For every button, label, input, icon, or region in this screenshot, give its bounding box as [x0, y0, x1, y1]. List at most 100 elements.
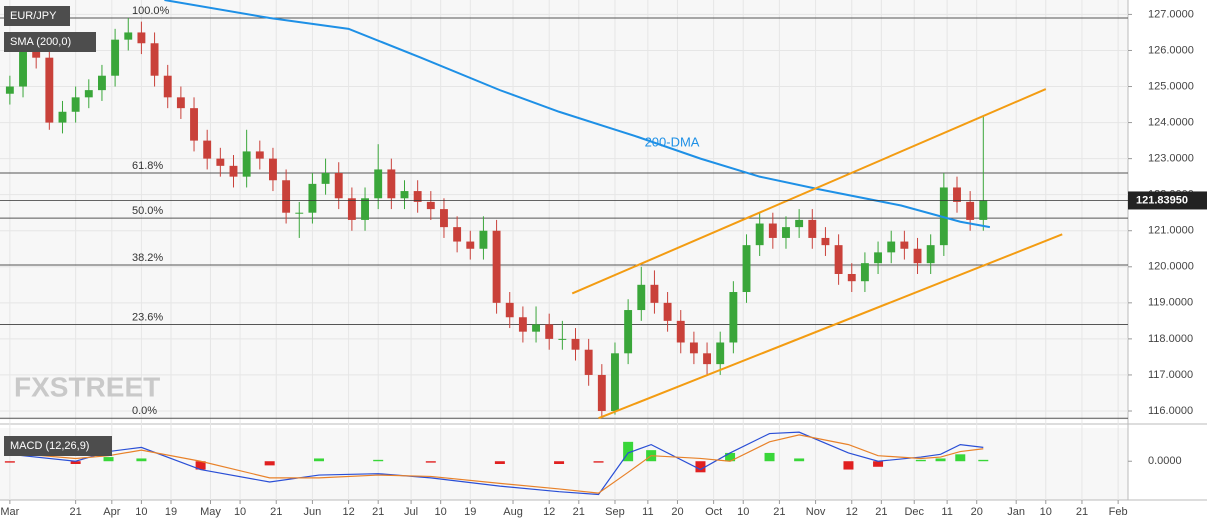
- candle-body: [624, 310, 633, 354]
- fib-label: 100.0%: [132, 5, 170, 17]
- candle-body: [821, 237, 830, 246]
- macd-histogram: [955, 454, 966, 462]
- candle-body: [768, 223, 777, 238]
- x-tick-label: Nov: [806, 506, 826, 518]
- macd-histogram: [764, 452, 775, 462]
- candle-body: [321, 173, 330, 184]
- candle-body: [926, 245, 935, 264]
- candle-body: [282, 180, 291, 213]
- candle-body: [229, 165, 238, 177]
- macd-histogram: [264, 461, 275, 466]
- macd-histogram: [695, 461, 706, 473]
- candle-body: [150, 43, 159, 76]
- y-tick-label: 117.0000: [1148, 369, 1193, 381]
- candle-body: [5, 86, 14, 94]
- candle-body: [505, 302, 514, 318]
- candle-body: [387, 169, 396, 199]
- y-tick-label: 120.0000: [1148, 261, 1194, 273]
- x-tick-label: Jul: [404, 506, 418, 518]
- candle-body: [650, 284, 659, 303]
- candle-body: [45, 57, 54, 123]
- macd-histogram: [4, 461, 15, 463]
- candle-body: [518, 317, 527, 332]
- fib-label: 38.2%: [132, 252, 163, 264]
- last-price-label: 121.83950: [1136, 194, 1188, 206]
- x-tick-label: Feb: [1109, 506, 1128, 518]
- candle-body: [953, 187, 961, 202]
- candle-body: [874, 252, 883, 264]
- macd-y-tick-label: 0.0000: [1148, 455, 1182, 467]
- x-tick-label: 19: [464, 506, 476, 518]
- fib-label: 0.0%: [132, 405, 157, 417]
- x-tick-label: Jun: [304, 506, 322, 518]
- indicator-box: [4, 32, 96, 52]
- candle-body: [966, 201, 975, 220]
- candle-body: [584, 349, 593, 375]
- y-tick-label: 127.0000: [1148, 8, 1194, 20]
- candle-body: [347, 198, 356, 220]
- x-tick-label: 21: [270, 506, 282, 518]
- candle-body: [782, 227, 790, 238]
- candle-body: [637, 284, 646, 311]
- x-tick-label: Oct: [705, 506, 722, 518]
- macd-histogram: [915, 459, 926, 462]
- macd-histogram: [494, 461, 505, 464]
- candle-body: [137, 32, 146, 44]
- candle-body: [913, 248, 922, 264]
- candle-body: [847, 273, 856, 282]
- candle-body: [111, 39, 120, 76]
- macd-histogram: [623, 441, 634, 462]
- x-tick-label: 11: [941, 506, 952, 518]
- x-tick-label: Aug: [503, 506, 523, 518]
- candle-body: [308, 183, 317, 213]
- candle-body: [979, 200, 988, 220]
- fib-label: 50.0%: [132, 205, 163, 217]
- candle-body: [532, 324, 540, 332]
- candle-body: [124, 32, 133, 40]
- y-tick-label: 126.0000: [1148, 44, 1194, 56]
- candle-body: [545, 324, 554, 339]
- channel-line: [598, 233, 1063, 420]
- x-tick-label: May: [200, 506, 221, 518]
- x-tick-label: 20: [971, 506, 983, 518]
- macd-histogram: [195, 461, 206, 470]
- candle-body: [295, 212, 304, 214]
- x-tick-label: 11: [642, 506, 653, 518]
- macd-histogram: [873, 461, 884, 467]
- macd-histogram: [794, 458, 805, 462]
- y-tick-label: 119.0000: [1148, 297, 1193, 309]
- y-tick-label: 121.0000: [1148, 225, 1194, 237]
- x-tick-label: 12: [342, 506, 354, 518]
- candle-body: [689, 342, 698, 354]
- x-tick-label: 10: [1040, 506, 1052, 518]
- candle-body: [84, 90, 93, 98]
- candle-body: [860, 263, 869, 282]
- candle-body: [729, 292, 738, 343]
- candle-body: [203, 140, 212, 159]
- macd-histogram: [935, 458, 946, 462]
- candle-body: [58, 111, 67, 123]
- x-tick-label: Dec: [904, 506, 924, 518]
- macd-line: [9, 431, 984, 496]
- macd-histogram: [843, 461, 854, 470]
- last-price-box: [1128, 191, 1207, 210]
- x-tick-label: 12: [543, 506, 555, 518]
- fib-label: 61.8%: [132, 160, 163, 172]
- candle-body: [676, 320, 685, 343]
- candle-body: [663, 302, 672, 321]
- x-tick-label: 21: [875, 506, 887, 518]
- candle-body: [834, 245, 843, 274]
- candle-body: [413, 191, 422, 202]
- candle-body: [558, 338, 567, 340]
- symbol-box: [4, 6, 70, 26]
- x-tick-label: 21: [372, 506, 384, 518]
- candle-body: [334, 173, 343, 199]
- candle-body: [900, 241, 909, 249]
- x-tick-label: 10: [234, 506, 246, 518]
- macd-histogram: [425, 461, 436, 463]
- y-tick-label: 123.0000: [1148, 153, 1194, 165]
- y-tick-label: 116.0000: [1148, 405, 1193, 417]
- y-tick-label: 125.0000: [1148, 80, 1194, 92]
- candle-body: [32, 50, 41, 58]
